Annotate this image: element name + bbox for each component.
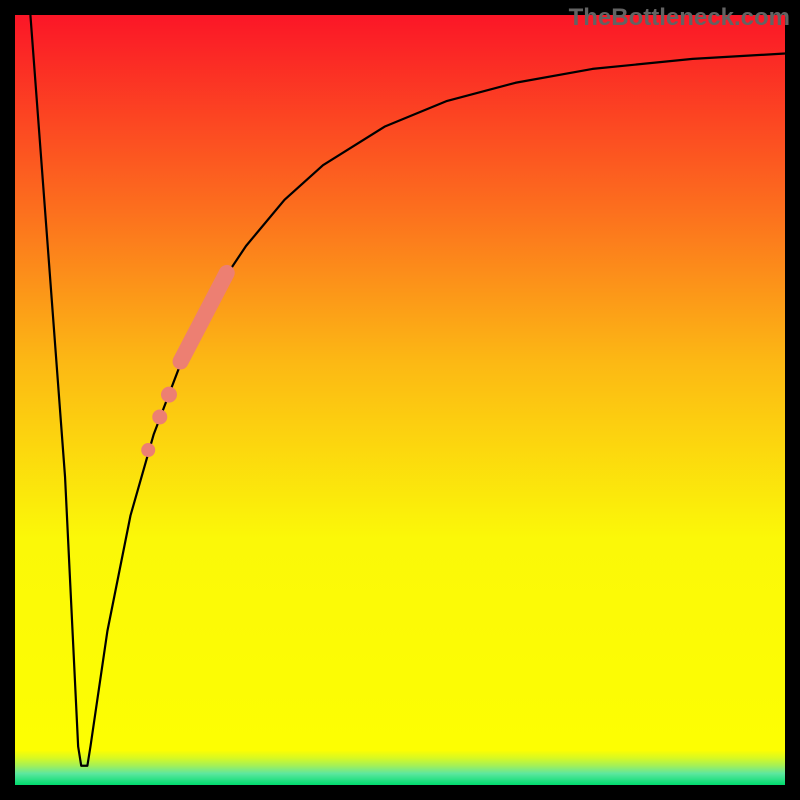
chart-svg [0,0,800,800]
highlight-dot [161,387,177,403]
highlight-dot [141,443,155,457]
chart-background-gradient [15,15,785,785]
bottleneck-chart: TheBottleneck.com [0,0,800,800]
highlight-dot [152,409,167,424]
